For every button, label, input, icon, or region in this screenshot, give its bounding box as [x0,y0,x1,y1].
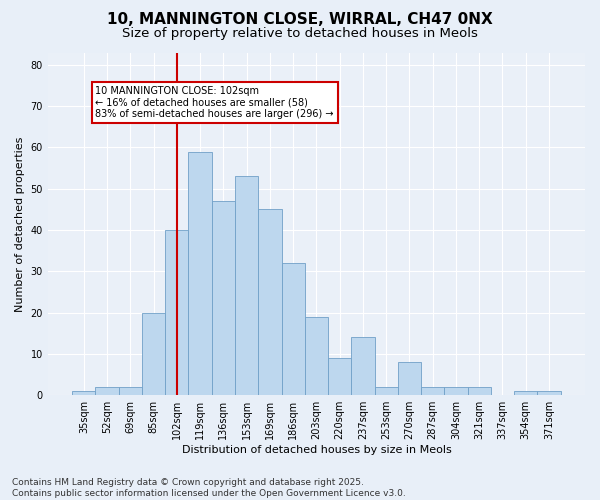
X-axis label: Distribution of detached houses by size in Meols: Distribution of detached houses by size … [182,445,451,455]
Bar [351,338,374,395]
Bar [514,391,538,395]
Bar [212,201,235,395]
Bar [165,230,188,395]
Bar [188,152,212,395]
Text: 10 MANNINGTON CLOSE: 102sqm
← 16% of detached houses are smaller (58)
83% of sem: 10 MANNINGTON CLOSE: 102sqm ← 16% of det… [95,86,334,118]
Bar [374,387,398,395]
Bar [445,387,467,395]
Bar [72,391,95,395]
Bar [142,312,165,395]
Bar [119,387,142,395]
Bar [467,387,491,395]
Bar [328,358,351,395]
Bar [305,317,328,395]
Bar [421,387,445,395]
Y-axis label: Number of detached properties: Number of detached properties [15,136,25,312]
Bar [258,210,281,395]
Bar [235,176,258,395]
Bar [95,387,119,395]
Bar [538,391,560,395]
Text: Size of property relative to detached houses in Meols: Size of property relative to detached ho… [122,28,478,40]
Text: 10, MANNINGTON CLOSE, WIRRAL, CH47 0NX: 10, MANNINGTON CLOSE, WIRRAL, CH47 0NX [107,12,493,28]
Bar [398,362,421,395]
Text: Contains HM Land Registry data © Crown copyright and database right 2025.
Contai: Contains HM Land Registry data © Crown c… [12,478,406,498]
Bar [281,263,305,395]
